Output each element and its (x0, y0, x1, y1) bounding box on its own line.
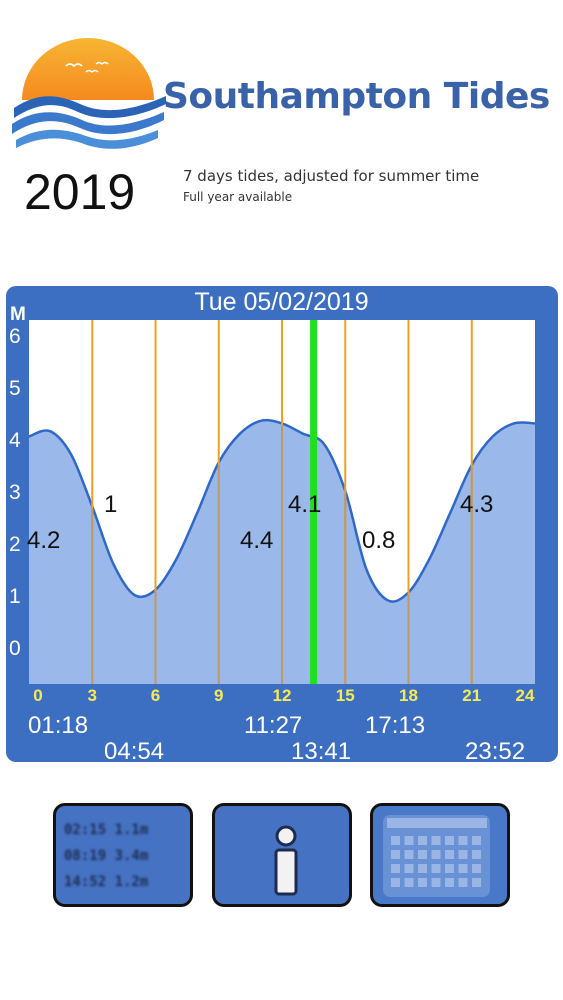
calendar-cell (458, 836, 468, 845)
calendar-cell (445, 878, 454, 887)
y-tick-label: 6 (9, 325, 21, 348)
calendar-cell (472, 836, 481, 845)
tide-height-label: 0.8 (362, 527, 395, 554)
calendar-cell (472, 850, 481, 859)
chart-date: Tue 05/02/2019 (194, 288, 369, 316)
tide-preview-line: 02:15 1.1m (64, 822, 149, 838)
calendar-cell (431, 878, 441, 887)
x-tick-label: 0 (33, 686, 42, 705)
y-tick-label: 0 (9, 637, 21, 660)
x-tick-label: 21 (462, 686, 481, 705)
calendar-cell (404, 850, 414, 859)
tide-preview-line: 08:19 3.4m (64, 848, 149, 864)
calendar-cell (391, 864, 400, 873)
x-tick-label: 15 (336, 686, 355, 705)
subtitle: 7 days tides, adjusted for summer time (183, 167, 480, 185)
calendar-cell (391, 878, 400, 887)
calendar-cell (458, 864, 468, 873)
calendar-cell (445, 864, 454, 873)
tide-table-button[interactable]: 02:15 1.1m 08:19 3.4m 14:52 1.2m (53, 803, 193, 907)
tide-preview-line: 14:52 1.2m (64, 874, 149, 890)
calendar-cell (458, 850, 468, 859)
calendar-cell (418, 878, 427, 887)
calendar-cell (431, 850, 441, 859)
y-tick-label: 4 (9, 429, 21, 452)
sun-waves-logo (12, 38, 166, 149)
calendar-cell (404, 864, 414, 873)
subtitle-full-year: Full year available (183, 190, 293, 204)
info-icon (274, 825, 298, 896)
x-tick-label: 18 (399, 686, 418, 705)
calendar-cell (418, 864, 427, 873)
y-tick-label: 5 (9, 377, 21, 400)
calendar-cell (458, 878, 468, 887)
calendar-cell (445, 850, 454, 859)
tide-height-label: 4.1 (288, 491, 321, 518)
calendar-cell (418, 850, 427, 859)
x-tick-label: 9 (214, 686, 223, 705)
tide-time: 11:27 (244, 712, 303, 739)
y-tick-label: 3 (9, 481, 21, 504)
current-time-marker (310, 320, 318, 684)
calendar-cell (404, 878, 414, 887)
calendar-button[interactable] (370, 803, 510, 907)
calendar-cell (472, 864, 481, 873)
tide-height-label: 4.4 (240, 527, 273, 554)
calendar-cell (418, 836, 427, 845)
tide-height-label: 1 (104, 491, 117, 518)
tide-height-label: 4.2 (27, 527, 60, 554)
tide-time: 23:52 (465, 738, 526, 765)
calendar-icon (383, 815, 490, 897)
calendar-cell (404, 836, 414, 845)
calendar-cell (431, 864, 441, 873)
x-tick-label: 12 (273, 686, 292, 705)
calendar-cell (431, 836, 441, 845)
x-tick-label: 6 (151, 686, 160, 705)
tide-time: 13:41 (291, 738, 352, 765)
y-tick-label: 1 (9, 585, 21, 608)
brand-title: Southampton Tides (163, 76, 550, 117)
calendar-cell (391, 850, 400, 859)
tide-height-label: 4.3 (460, 491, 493, 518)
year-label: 2019 (24, 164, 136, 220)
calendar-cell (445, 836, 454, 845)
x-tick-label: 24 (516, 686, 535, 705)
calendar-cell (472, 878, 481, 887)
y-unit-label: M (10, 304, 26, 325)
y-tick-label: 2 (9, 533, 21, 556)
calendar-cell (391, 836, 400, 845)
info-button[interactable] (212, 803, 352, 907)
tide-time: 17:13 (365, 712, 426, 739)
tide-time: 01:18 (28, 712, 89, 739)
x-tick-label: 3 (88, 686, 97, 705)
tide-time: 04:54 (104, 738, 165, 765)
